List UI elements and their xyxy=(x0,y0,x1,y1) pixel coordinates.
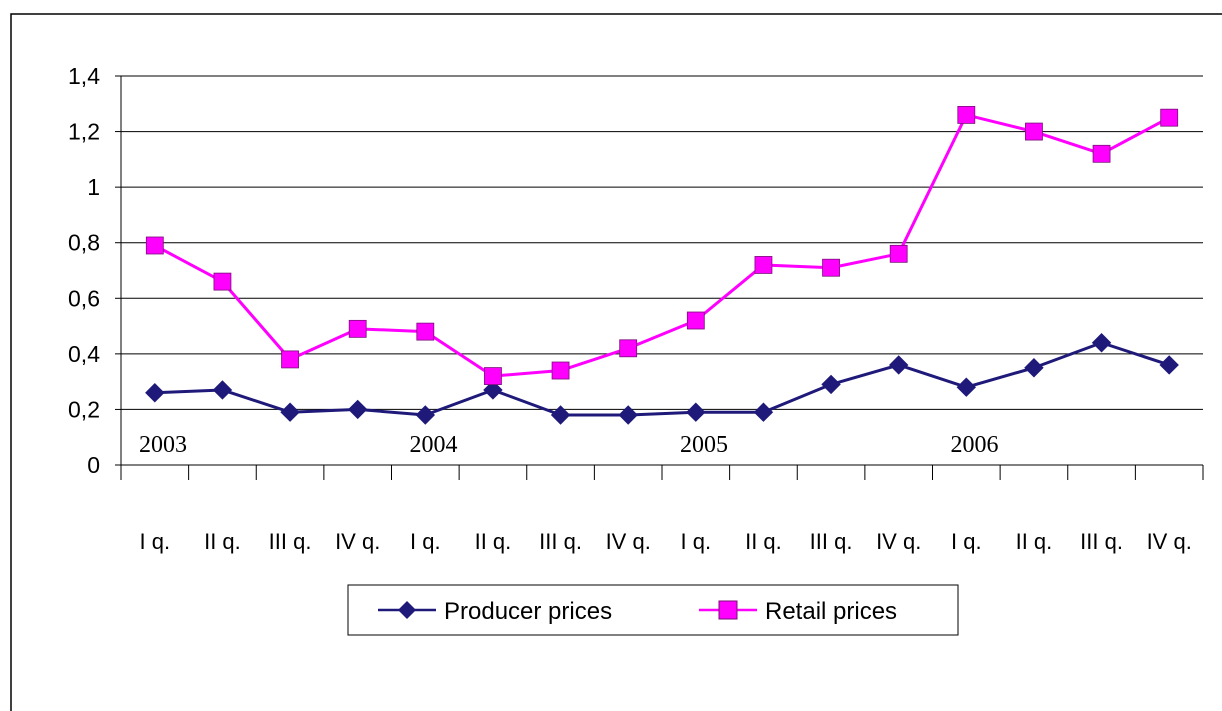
chart-border xyxy=(10,13,1222,711)
year-label: 2006 xyxy=(951,432,999,458)
x-tick-label: III q. xyxy=(269,529,312,554)
legend-marker-retail-prices xyxy=(718,600,738,620)
y-axis-tick-labels: 0 0,2 0,4 0,6 0,8 1 1,2 1,4 xyxy=(68,63,100,478)
data-point-producer-prices xyxy=(550,405,571,425)
year-label: 2003 xyxy=(139,432,187,458)
data-point-retail-prices xyxy=(889,244,908,263)
x-tick-label: IV q. xyxy=(1147,529,1192,554)
year-label: 2005 xyxy=(680,432,728,458)
x-tick-label: II q. xyxy=(475,529,512,554)
legend-label-producer-prices: Producer prices xyxy=(444,598,612,625)
x-tick-label: IV q. xyxy=(606,529,651,554)
legend-items: Producer prices Retail prices xyxy=(378,598,897,625)
data-point-retail-prices xyxy=(348,319,367,338)
x-tick-label: IV q. xyxy=(876,529,921,554)
data-point-retail-prices xyxy=(551,361,570,380)
series-line-retail-prices xyxy=(154,113,1170,378)
data-point-retail-prices xyxy=(686,311,705,330)
legend-box xyxy=(347,584,959,636)
x-axis-tick-labels: I q. II q. III q. IV q. I q. II q. III q. IV q.… xyxy=(140,529,1192,554)
x-tick-label: II q. xyxy=(1016,529,1053,554)
data-point-retail-prices xyxy=(957,106,976,124)
y-tick-label: 0,8 xyxy=(68,230,100,256)
x-tick-label: IV q. xyxy=(335,529,380,554)
y-tick-label: 0 xyxy=(87,452,100,478)
legend-marker-producer-prices xyxy=(398,601,416,619)
x-tick-label: II q. xyxy=(204,529,241,554)
data-point-retail-prices xyxy=(1025,122,1043,141)
x-tick-label: III q. xyxy=(539,529,582,554)
legend-label-retail-prices: Retail prices xyxy=(765,598,897,625)
data-point-producer-prices xyxy=(1091,333,1112,353)
y-tick-label: 1,4 xyxy=(68,63,100,89)
x-tick-label: I q. xyxy=(410,529,441,554)
x-tick-label: II q. xyxy=(745,529,782,554)
data-point-producer-prices xyxy=(1024,358,1044,378)
x-tick-label: III q. xyxy=(810,529,853,554)
axes xyxy=(120,76,1204,480)
data-point-producer-prices xyxy=(686,402,706,422)
x-tick-label: I q. xyxy=(951,529,982,554)
data-point-retail-prices xyxy=(213,272,232,291)
data-point-retail-prices xyxy=(754,256,773,274)
x-tick-label: I q. xyxy=(140,529,171,554)
y-tick-label: 1 xyxy=(87,174,100,200)
data-point-retail-prices xyxy=(1092,144,1111,163)
y-tick-label: 1,2 xyxy=(68,119,100,145)
y-tick-label: 0,2 xyxy=(68,396,100,422)
data-point-producer-prices xyxy=(618,405,638,425)
x-tick-label: III q. xyxy=(1080,529,1123,554)
x-tick-label: I q. xyxy=(681,529,712,554)
data-point-producer-prices xyxy=(415,405,436,425)
data-point-producer-prices xyxy=(347,399,368,420)
y-tick-label: 0,6 xyxy=(68,285,100,311)
data-point-producer-prices xyxy=(1159,355,1179,375)
series-layer xyxy=(145,106,1179,425)
data-point-producer-prices xyxy=(888,355,909,375)
data-point-producer-prices xyxy=(753,402,774,422)
y-tick-label: 0,4 xyxy=(68,341,100,367)
data-point-producer-prices xyxy=(212,380,233,400)
data-point-producer-prices xyxy=(956,377,977,397)
data-point-producer-prices xyxy=(821,374,841,395)
data-point-retail-prices xyxy=(1160,108,1179,127)
gridlines xyxy=(115,75,1203,466)
series-line-producer-prices xyxy=(154,341,1170,417)
data-point-producer-prices xyxy=(280,402,300,422)
data-point-retail-prices xyxy=(822,258,840,277)
data-point-producer-prices xyxy=(145,383,165,403)
year-label: 2004 xyxy=(410,432,458,458)
year-labels: 2003 2004 2005 2006 xyxy=(139,432,999,458)
data-point-retail-prices xyxy=(145,236,164,255)
data-point-retail-prices xyxy=(484,367,502,385)
data-point-retail-prices xyxy=(619,339,638,358)
data-point-producer-prices xyxy=(483,380,503,400)
data-point-retail-prices xyxy=(281,350,299,369)
data-point-retail-prices xyxy=(416,322,435,341)
legend: Producer prices Retail prices xyxy=(347,584,959,636)
